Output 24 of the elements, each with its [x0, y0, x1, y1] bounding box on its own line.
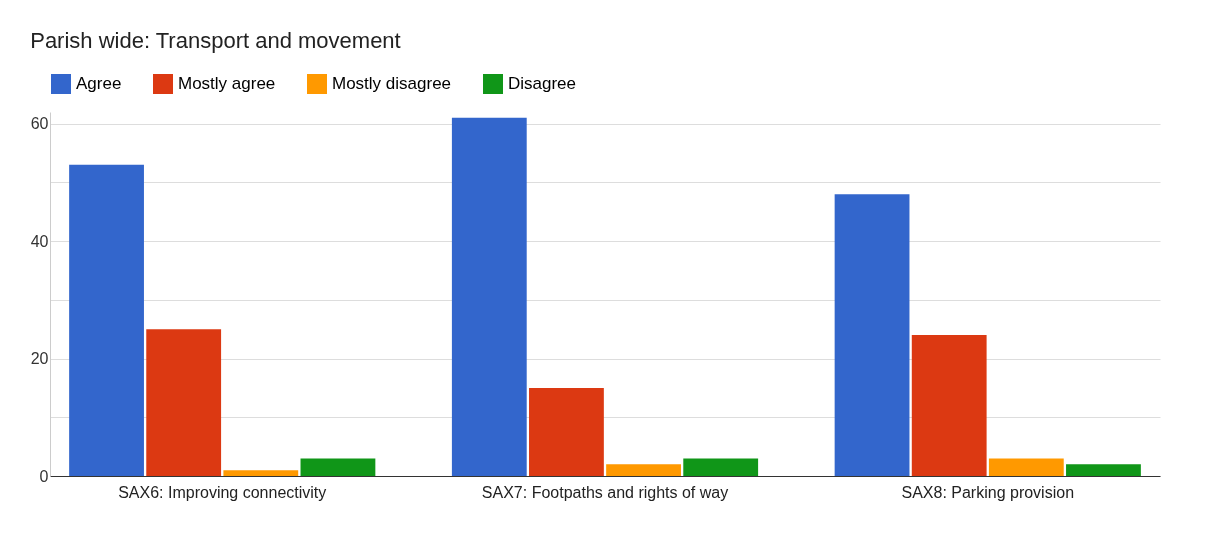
bar [988, 458, 1064, 476]
bar [300, 458, 376, 476]
bar [146, 329, 222, 476]
legend-label: Mostly agree [178, 74, 276, 93]
bar [834, 194, 910, 476]
x-tick-label: SAX7: Footpaths and rights of way [481, 483, 729, 501]
bar [683, 458, 759, 476]
bar [223, 470, 299, 476]
y-tick-label: 20 [30, 350, 49, 368]
chart-title: Parish wide: Transport and movement [30, 28, 401, 53]
legend-label: Agree [76, 74, 122, 93]
x-tick-label: SAX6: Improving connectivity [118, 483, 327, 501]
y-tick-label: 60 [30, 115, 49, 133]
legend-label: Disagree [508, 74, 577, 93]
x-tick-label: SAX8: Parking provision [901, 483, 1075, 501]
bar [69, 164, 144, 476]
bar [529, 387, 604, 476]
y-tick-label: 40 [30, 232, 49, 250]
bar [1066, 464, 1141, 476]
bar [606, 464, 681, 476]
legend-label: Mostly disagree [332, 74, 452, 93]
bar [451, 117, 527, 476]
y-tick-label: 0 [39, 467, 49, 485]
bar [911, 335, 987, 476]
